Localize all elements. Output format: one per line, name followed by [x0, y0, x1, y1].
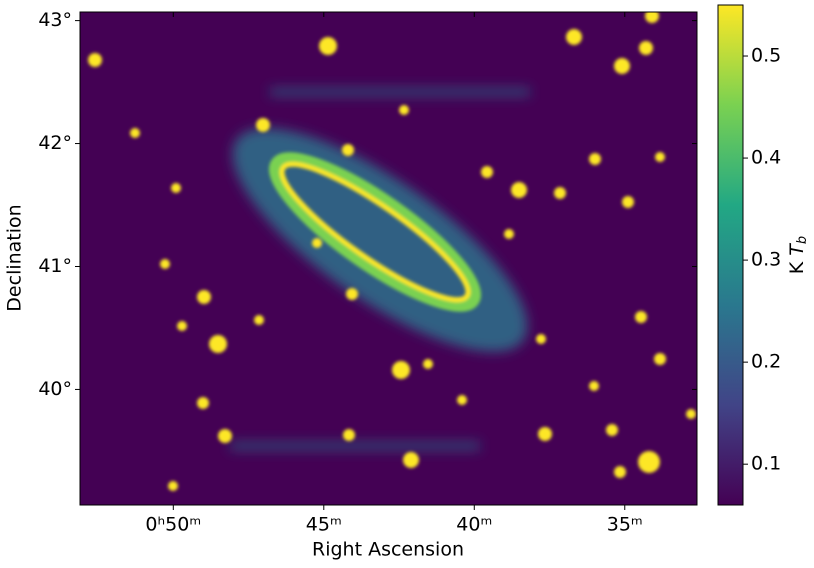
colorbar-unit: K [786, 261, 808, 274]
point-sources [88, 12, 696, 491]
colorbar-tick-label: 0.1 [751, 453, 781, 475]
y-tick-label: 41° [38, 255, 72, 277]
x-tick-label: 40ᵐ [456, 514, 492, 536]
y-tick-label: 42° [38, 132, 72, 154]
x-tick-label: 45ᵐ [306, 514, 342, 536]
sky-image [80, 12, 697, 505]
y-axis-label: Declination [4, 204, 26, 311]
colorbar-tick-label: 0.3 [751, 249, 781, 271]
y-tick-label: 40° [38, 378, 72, 400]
y-tick-label: 43° [38, 9, 72, 31]
colorbar-tick-label: 0.2 [751, 351, 781, 373]
galaxy-ring [269, 152, 481, 312]
colorbar [717, 4, 744, 506]
colorbar-tick-label: 0.4 [751, 147, 781, 169]
colorbar-tick-label: 0.5 [751, 45, 781, 67]
x-tick-label: 35ᵐ [607, 514, 643, 536]
x-axis-label: Right Ascension [312, 539, 464, 561]
plot-frame [79, 11, 698, 506]
colorbar-label: K Tb [786, 236, 810, 274]
colorbar-subscript: b [795, 236, 810, 244]
colorbar-symbol: T [786, 243, 808, 256]
x-tick-label: 0ʰ50ᵐ [145, 514, 201, 536]
galaxy-halo [230, 88, 530, 450]
